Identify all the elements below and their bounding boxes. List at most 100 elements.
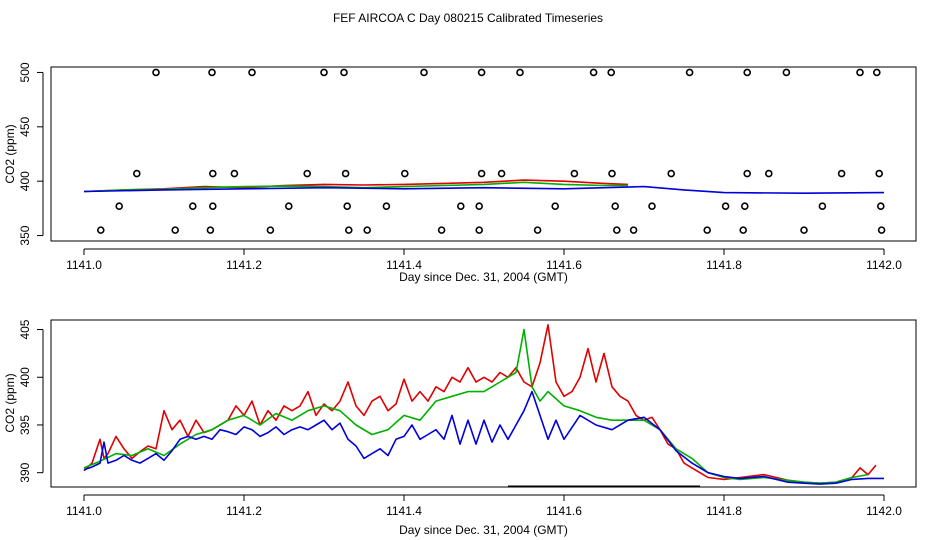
top-scatter-point xyxy=(152,68,160,77)
top-scatter-point xyxy=(303,169,312,178)
top-scatter-point xyxy=(608,169,616,178)
top-scatter-point xyxy=(477,169,486,178)
top-scatter-point xyxy=(284,202,293,210)
top-scatter-point xyxy=(800,226,808,234)
top-scatter-point xyxy=(400,169,409,178)
bottom-x-tick-label: 1141.2 xyxy=(226,504,262,518)
top-scatter-point xyxy=(475,226,484,234)
top-scatter-point xyxy=(189,202,197,210)
bottom-y-axis-label: CO2 (ppm) xyxy=(3,373,17,432)
bottom-y-tick-label: 405 xyxy=(18,319,32,339)
top-scatter-point xyxy=(382,202,391,210)
top-scatter-point xyxy=(685,68,694,77)
top-plot-frame xyxy=(50,66,917,242)
top-x-tick-label: 1141.2 xyxy=(226,258,262,272)
top-marker-group xyxy=(97,68,886,234)
top-scatter-point xyxy=(612,226,621,234)
bottom-series-blue xyxy=(83,390,884,485)
top-scatter-point xyxy=(648,202,656,210)
top-scatter-point xyxy=(740,202,749,210)
top-scatter-point xyxy=(818,202,827,210)
bottom-panel: 1141.0 1141.2 1141.4 1141.6 1141.8 1142.0 390… xyxy=(3,319,917,537)
top-y-axis: 350 400 450 500 xyxy=(18,62,44,246)
top-scatter-point xyxy=(856,68,864,77)
bottom-series-red xyxy=(83,323,877,485)
top-scatter-point xyxy=(533,226,542,234)
top-scatter-point xyxy=(739,226,748,234)
bottom-y-tick-label: 390 xyxy=(18,462,32,482)
top-scatter-point xyxy=(782,68,791,77)
top-scatter-point xyxy=(872,68,881,77)
bottom-y-axis: 390 395 400 405 xyxy=(18,319,44,483)
top-scatter-point xyxy=(876,202,885,210)
top-scatter-point xyxy=(340,68,348,77)
top-scatter-point xyxy=(475,202,484,210)
top-x-axis-label: Day since Dec. 31, 2004 (GMT) xyxy=(399,270,568,284)
bottom-x-axis: 1141.0 1141.2 1141.4 1141.6 1141.8 1142.0 xyxy=(66,494,902,518)
top-scatter-point xyxy=(248,68,256,77)
bottom-series-green xyxy=(83,328,869,485)
top-scatter-point xyxy=(209,169,217,178)
bottom-y-tick-label: 395 xyxy=(18,415,32,435)
bottom-x-tick-label: 1141.8 xyxy=(706,504,742,518)
top-scatter-point xyxy=(320,68,328,77)
top-x-tick-label: 1141.0 xyxy=(66,258,102,272)
top-scatter-point xyxy=(516,68,524,77)
top-scatter-point xyxy=(629,226,638,234)
top-scatter-point xyxy=(497,169,506,178)
top-x-tick-label: 1141.6 xyxy=(546,258,582,272)
bottom-x-tick-label: 1141.0 xyxy=(66,504,102,518)
top-scatter-point xyxy=(363,226,372,234)
top-scatter-point xyxy=(477,68,486,77)
top-panel: 1141.0 1141.2 1141.4 1141.6 1141.8 1142.0 350… xyxy=(3,62,917,284)
top-scatter-point xyxy=(743,169,752,178)
top-scatter-point xyxy=(344,226,353,234)
bottom-x-axis-label: Day since Dec. 31, 2004 (GMT) xyxy=(399,523,568,537)
top-x-axis: 1141.0 1141.2 1141.4 1141.6 1141.8 1142.0 xyxy=(66,248,902,272)
top-scatter-point xyxy=(743,68,752,77)
top-scatter-point xyxy=(206,226,215,234)
top-scatter-point xyxy=(703,226,712,234)
top-scatter-point xyxy=(611,202,620,210)
top-series-blue xyxy=(83,185,885,194)
bottom-x-tick-label: 1141.4 xyxy=(386,504,422,518)
top-x-tick-label: 1142.0 xyxy=(866,258,902,272)
top-scatter-point xyxy=(171,226,179,234)
top-scatter-point xyxy=(667,169,676,178)
top-scatter-point xyxy=(97,226,105,234)
top-y-tick-label: 350 xyxy=(18,225,32,245)
top-scatter-point xyxy=(877,226,886,234)
top-scatter-point xyxy=(266,226,275,234)
top-scatter-point xyxy=(875,169,884,178)
top-scatter-point xyxy=(115,202,123,210)
top-x-tick-label: 1141.8 xyxy=(706,258,742,272)
top-y-axis-label: CO2 (ppm) xyxy=(3,124,17,183)
top-y-tick-label: 400 xyxy=(18,171,32,191)
top-scatter-point xyxy=(589,68,598,77)
top-scatter-point xyxy=(456,202,465,210)
top-scatter-point xyxy=(837,169,846,178)
chart-title: FEF AIRCOA C Day 080215 Calibrated Times… xyxy=(333,11,603,25)
top-scatter-point xyxy=(437,226,446,234)
top-scatter-point xyxy=(133,169,141,178)
bottom-x-tick-label: 1142.0 xyxy=(866,504,902,518)
top-scatter-point xyxy=(551,202,560,210)
bottom-y-tick-label: 400 xyxy=(18,367,32,387)
top-y-tick-label: 500 xyxy=(18,62,32,82)
top-scatter-point xyxy=(721,202,730,210)
top-scatter-point xyxy=(341,169,350,178)
bottom-series-group xyxy=(83,323,884,488)
top-scatter-point xyxy=(343,202,352,210)
bottom-plot-frame xyxy=(50,319,917,488)
top-scatter-point xyxy=(209,202,217,210)
top-scatter-point xyxy=(230,169,239,178)
top-scatter-point xyxy=(570,169,579,178)
top-y-tick-label: 450 xyxy=(18,116,32,136)
top-series-group xyxy=(83,179,885,194)
top-scatter-point xyxy=(607,68,616,77)
top-x-tick-label: 1141.4 xyxy=(386,258,422,272)
top-scatter-point xyxy=(764,169,773,178)
top-scatter-point xyxy=(208,68,216,77)
top-scatter-point xyxy=(420,68,428,77)
